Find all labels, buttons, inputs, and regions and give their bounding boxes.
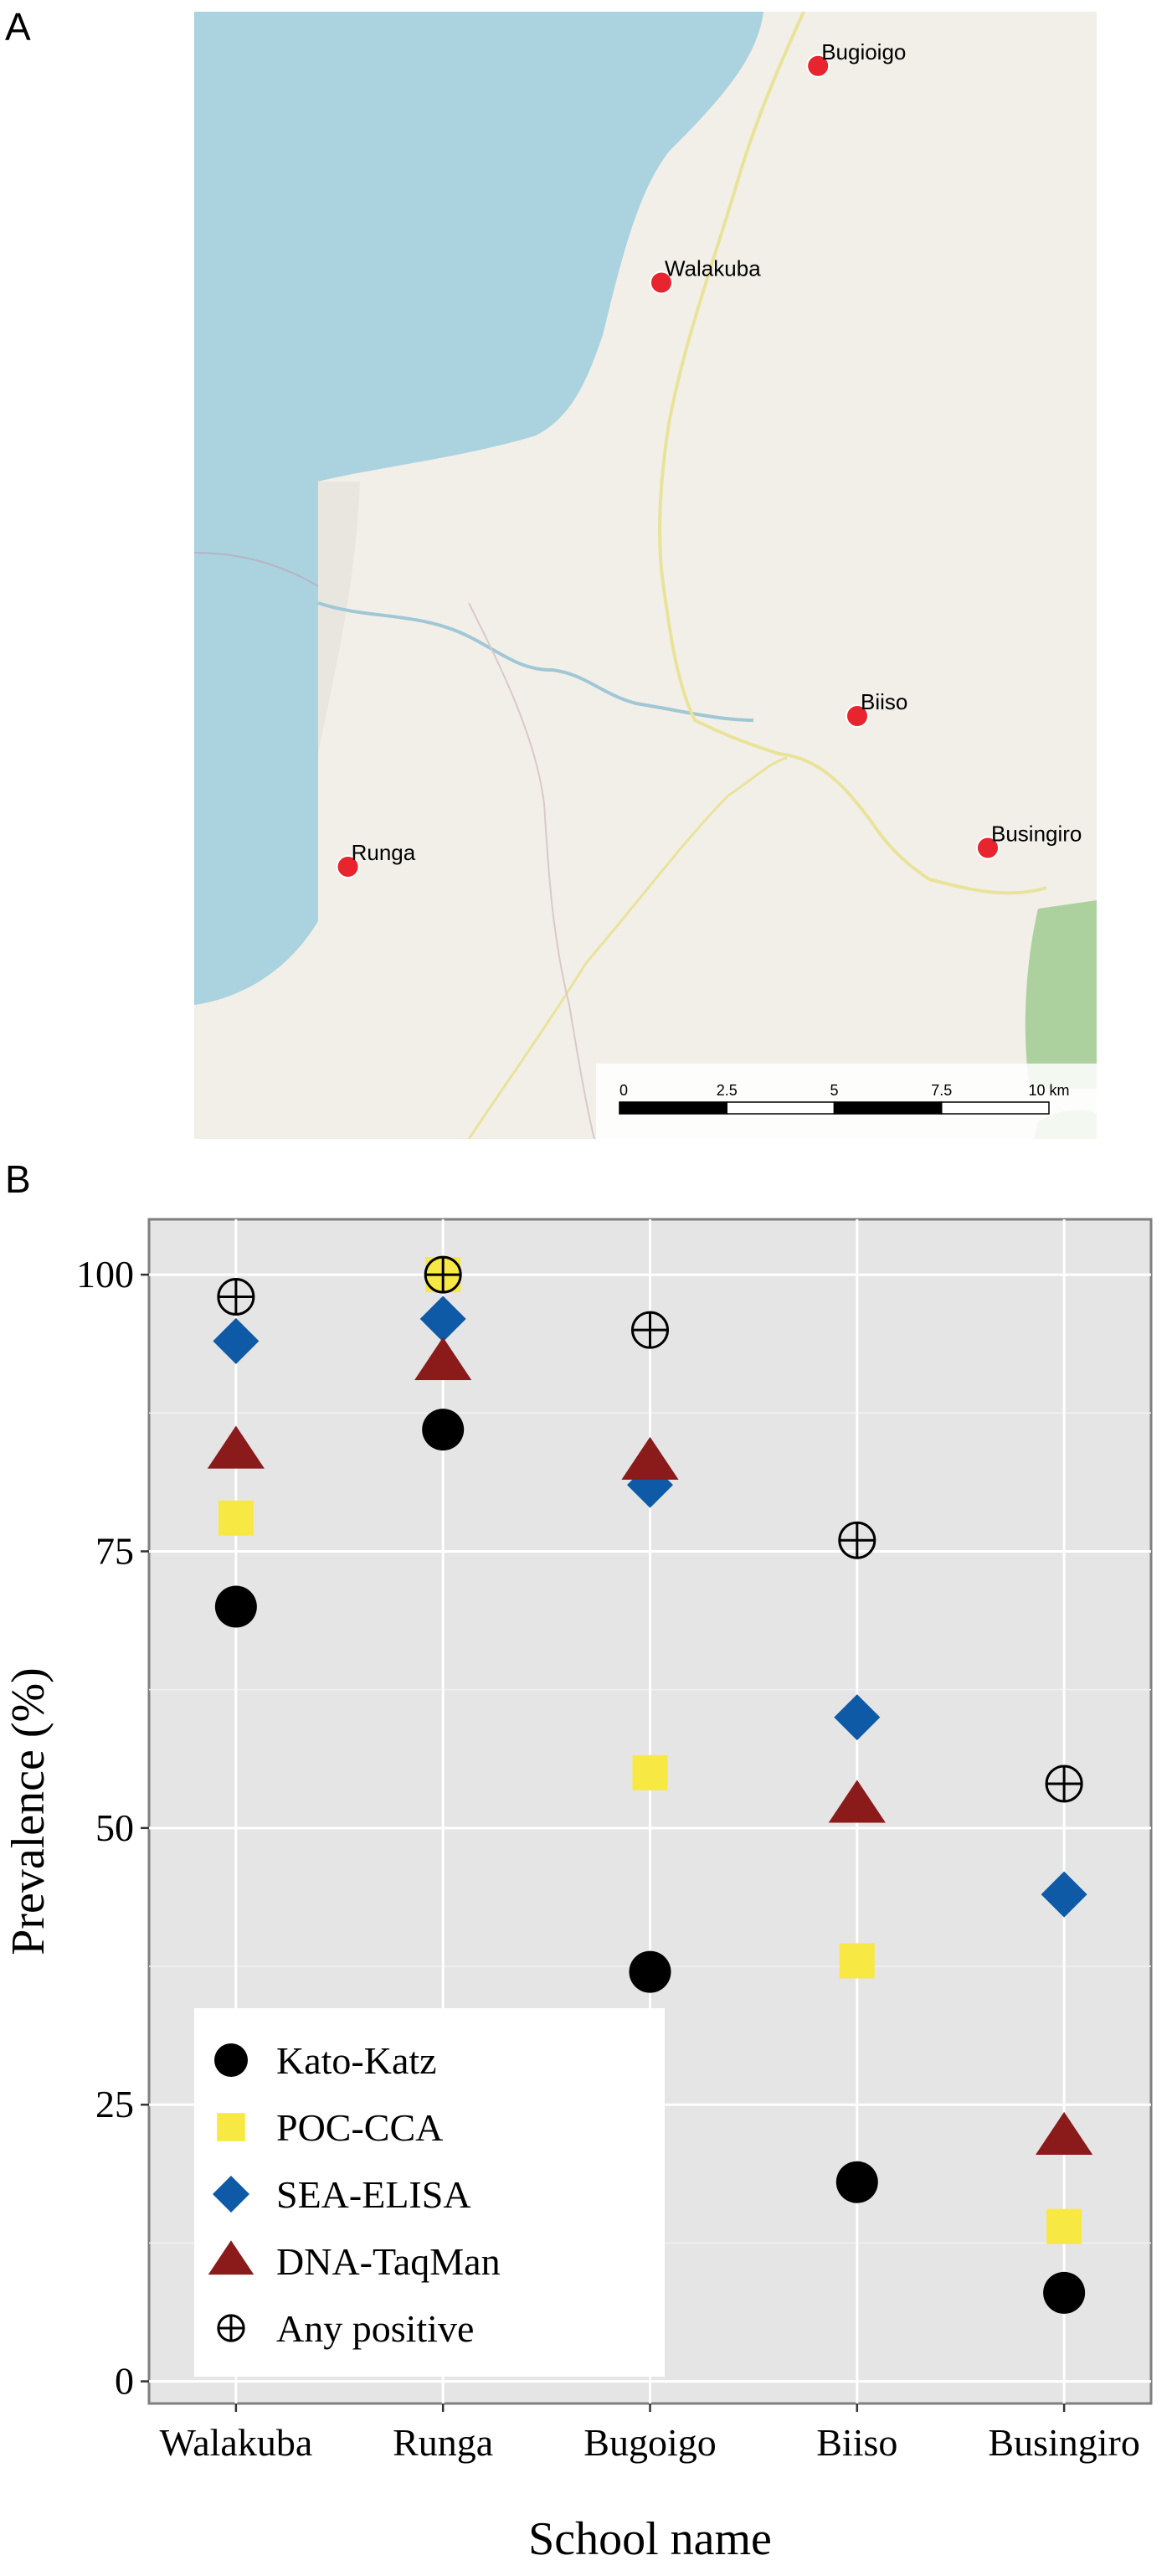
town-label-bugioigo: Bugioigo <box>821 39 906 64</box>
prevalence-chart: 0 25 50 75 100 Walakuba Runga Bugoigo Biiso Busin… <box>3 1218 1153 2565</box>
y-axis-title: Prevalence (%) <box>3 1667 54 1955</box>
legend-key-sea-elisa <box>213 2176 249 2213</box>
point-kato-katz-bugoigo <box>629 1950 671 1993</box>
legend-key-dna-taqman <box>208 2240 254 2275</box>
forest-area <box>1025 900 1097 1089</box>
point-sea-elisa-busingiro <box>1041 1871 1087 1918</box>
point-any-positive-biiso <box>838 1521 876 1559</box>
panel-a-letter: A <box>5 5 31 49</box>
town-marker-runga <box>336 855 360 878</box>
boundary-line <box>194 552 319 587</box>
point-any-positive-runga <box>424 1255 462 1294</box>
town-label-walakuba: Walakuba <box>665 256 761 281</box>
town-markers: Bugioigo Walakuba Biiso Busingiro Runga <box>336 39 1082 878</box>
legend: Kato-Katz POC-CCA SEA-ELISA DNA-TaqMan Any p… <box>194 2008 665 2377</box>
town-label-runga: Runga <box>352 840 416 865</box>
point-kato-katz-runga <box>422 1409 465 1451</box>
legend-label-dna-taqman: DNA-TaqMan <box>276 2240 501 2283</box>
town-marker-walakuba <box>650 270 673 295</box>
point-dna-taqman-walakuba <box>207 1425 265 1469</box>
main-road <box>658 12 1047 895</box>
legend-key-kato-katz <box>214 2043 248 2077</box>
scale-label: 7.5 <box>931 1082 952 1099</box>
town-marker-biiso <box>846 704 869 728</box>
town-label-biiso: Biiso <box>861 689 907 714</box>
x-tick-label-biiso: Biiso <box>816 2421 897 2464</box>
point-sea-elisa-walakuba <box>213 1317 260 1364</box>
scale-label: 5 <box>830 1082 838 1099</box>
legend-label-sea-elisa: SEA-ELISA <box>276 2173 471 2216</box>
point-dna-taqman-runga <box>414 1337 472 1380</box>
scale-label: 0 <box>619 1082 628 1099</box>
x-tick-label-runga: Runga <box>393 2421 493 2464</box>
point-poc-cca-biiso <box>839 1943 875 1979</box>
panel-b-letter: B <box>5 1157 31 1201</box>
scale-bar-background <box>596 1064 1097 1139</box>
point-any-positive-walakuba <box>217 1278 255 1316</box>
point-any-positive-busingiro <box>1045 1765 1083 1803</box>
x-tick-label-busingiro: Busingiro <box>988 2421 1139 2464</box>
legend-box <box>194 2008 665 2377</box>
shore-strip <box>318 482 360 754</box>
point-dna-taqman-busingiro <box>1036 2111 1093 2155</box>
point-sea-elisa-biiso <box>834 1694 881 1741</box>
point-kato-katz-busingiro <box>1043 2271 1086 2314</box>
track-line <box>468 602 595 1139</box>
point-kato-katz-biiso <box>835 2161 878 2203</box>
scale-segment <box>726 1101 835 1115</box>
scale-label: 10 km <box>1028 1082 1069 1099</box>
town-marker-bugioigo <box>806 54 830 78</box>
x-tick-label-walakuba: Walakuba <box>159 2421 312 2464</box>
scale-label: 2.5 <box>717 1082 738 1099</box>
y-tick-label: 50 <box>95 1806 134 1849</box>
town-label-busingiro: Busingiro <box>991 822 1082 847</box>
river-line <box>317 601 754 722</box>
x-tick-label-bugoigo: Bugoigo <box>583 2421 716 2464</box>
point-dna-taqman-bugoigo <box>621 1436 679 1480</box>
y-tick-label: 0 <box>115 2360 134 2403</box>
legend-label-any-positive: Any positive <box>276 2307 474 2350</box>
scale-segment <box>941 1101 1050 1115</box>
scale-segment <box>619 1101 727 1115</box>
legend-key-any-positive <box>217 2314 245 2342</box>
point-sea-elisa-runga <box>419 1296 466 1342</box>
y-tick-label: 100 <box>76 1253 134 1296</box>
point-poc-cca-bugoigo <box>632 1754 668 1790</box>
secondary-road <box>467 756 788 1139</box>
lake-water <box>194 12 763 1005</box>
point-poc-cca-busingiro <box>1046 2208 1082 2244</box>
data-points <box>207 1255 1093 2314</box>
point-any-positive-bugoigo <box>631 1311 669 1349</box>
point-dna-taqman-biiso <box>828 1780 886 1823</box>
map-panel: 0 2.5 5 7.5 10 km Bugioigo Walakuba Biiso Busin… <box>194 12 1097 1139</box>
legend-label-poc-cca: POC-CCA <box>276 2106 443 2149</box>
y-tick-label: 25 <box>95 2083 134 2125</box>
point-poc-cca-walakuba <box>218 1500 254 1536</box>
scale-segment <box>833 1101 943 1115</box>
axes: 0 25 50 75 100 Walakuba Runga Bugoigo Biiso Busin… <box>76 1253 1140 2464</box>
point-kato-katz-walakuba <box>214 1585 257 1628</box>
legend-label-kato-katz: Kato-Katz <box>276 2039 437 2082</box>
legend-key-poc-cca <box>217 2113 245 2141</box>
x-axis-title: School name <box>528 2513 772 2565</box>
town-marker-busingiro <box>976 836 1000 860</box>
y-tick-label: 75 <box>95 1529 134 1572</box>
scale-bar: 0 2.5 5 7.5 10 km <box>619 1082 1070 1115</box>
